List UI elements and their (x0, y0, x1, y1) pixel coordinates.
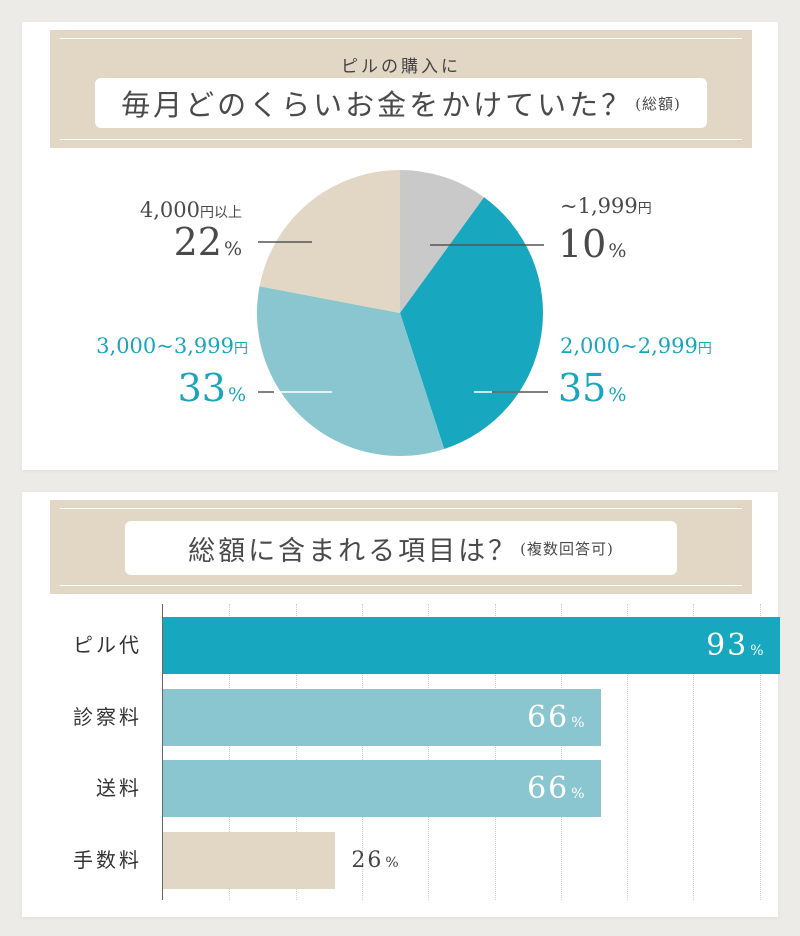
bar-title-note: (複数回答可) (520, 539, 614, 558)
pie-title-kicker: ピルの購入に (341, 57, 461, 77)
pie-slice-over-4000 (259, 170, 400, 313)
slice-pct-3000-3999: 33% (177, 366, 246, 410)
bar-chart-card: 総額に含まれる項目は？ (複数回答可) ピル代 93% 診察料 66% 送料 66% 手数料 2… (22, 492, 780, 917)
bar-title-main: 総額に含まれる項目は？ (188, 535, 519, 567)
pie-title-main: 毎月どのくらいお金をかけていた？ (121, 88, 634, 122)
grid-line (229, 604, 231, 900)
bar-axis (162, 604, 163, 900)
banner-rule-top (60, 38, 742, 39)
pie-slice-2000-2999 (400, 197, 543, 450)
grid-line (627, 604, 629, 900)
pie-title-banner: ピルの購入に 毎月どのくらいお金をかけていた？ (総額) (50, 30, 752, 148)
bar-title-banner: 総額に含まれる項目は？ (複数回答可) (50, 500, 752, 594)
bar-title-pill: 総額に含まれる項目は？ (複数回答可) (125, 521, 677, 575)
grid-line (295, 604, 297, 900)
pie-slice-under-1999 (400, 170, 485, 313)
pie-chart (257, 170, 548, 456)
bar-handling-fee (163, 832, 336, 889)
bar-row-shipping: 送料 66% (22, 760, 778, 817)
bar-value-shipping: 66% (527, 771, 587, 806)
slice-pct-under-1999: 10% (558, 222, 627, 266)
bar-value-handling-fee: 26% (351, 848, 401, 873)
banner-rule-top (60, 508, 742, 509)
banner-rule-bottom (60, 139, 742, 140)
slice-label-under-1999: ~1,999円 (560, 194, 652, 218)
bar-label-shipping: 送料 (96, 776, 142, 800)
bar-label-pill-cost: ピル代 (73, 633, 142, 657)
bar-row-pill-cost: ピル代 93% (22, 617, 780, 674)
bar-value-pill-cost: 93% (706, 628, 766, 663)
bar-shipping (163, 760, 601, 817)
grid-line (759, 604, 761, 900)
bar-label-consultation-fee: 診察料 (73, 705, 142, 729)
pie-title-pill: 毎月どのくらいお金をかけていた？ (総額) (95, 78, 707, 128)
slice-label-3000-3999: 3,000~3,999円 (96, 334, 248, 358)
bar-consultation-fee (163, 689, 601, 746)
slice-label-2000-2999: 2,000~2,999円 (560, 334, 712, 358)
slice-pct-2000-2999: 35% (558, 366, 627, 410)
grid-line (494, 604, 496, 900)
pie-title-note: (総額) (635, 94, 681, 113)
pie-chart-card: ピルの購入に 毎月どのくらいお金をかけていた？ (総額) ~1,999円 10% … (22, 22, 778, 470)
grid-line (560, 604, 562, 900)
bar-value-consultation-fee: 66% (527, 700, 587, 735)
slice-pct-over-4000: 22% (173, 220, 242, 264)
grid-line (428, 604, 430, 900)
grid-line (361, 604, 363, 900)
grid-line (693, 604, 695, 900)
pie-slice-3000-3999 (257, 286, 445, 456)
bar-label-handling-fee: 手数料 (73, 848, 142, 872)
banner-rule-bottom (60, 585, 742, 586)
slice-label-over-4000: 4,000円以上 (139, 198, 242, 222)
bar-pill-cost (163, 617, 780, 674)
bar-row-consultation-fee: 診察料 66% (22, 689, 778, 746)
bar-row-handling-fee: 手数料 26% (22, 832, 778, 889)
